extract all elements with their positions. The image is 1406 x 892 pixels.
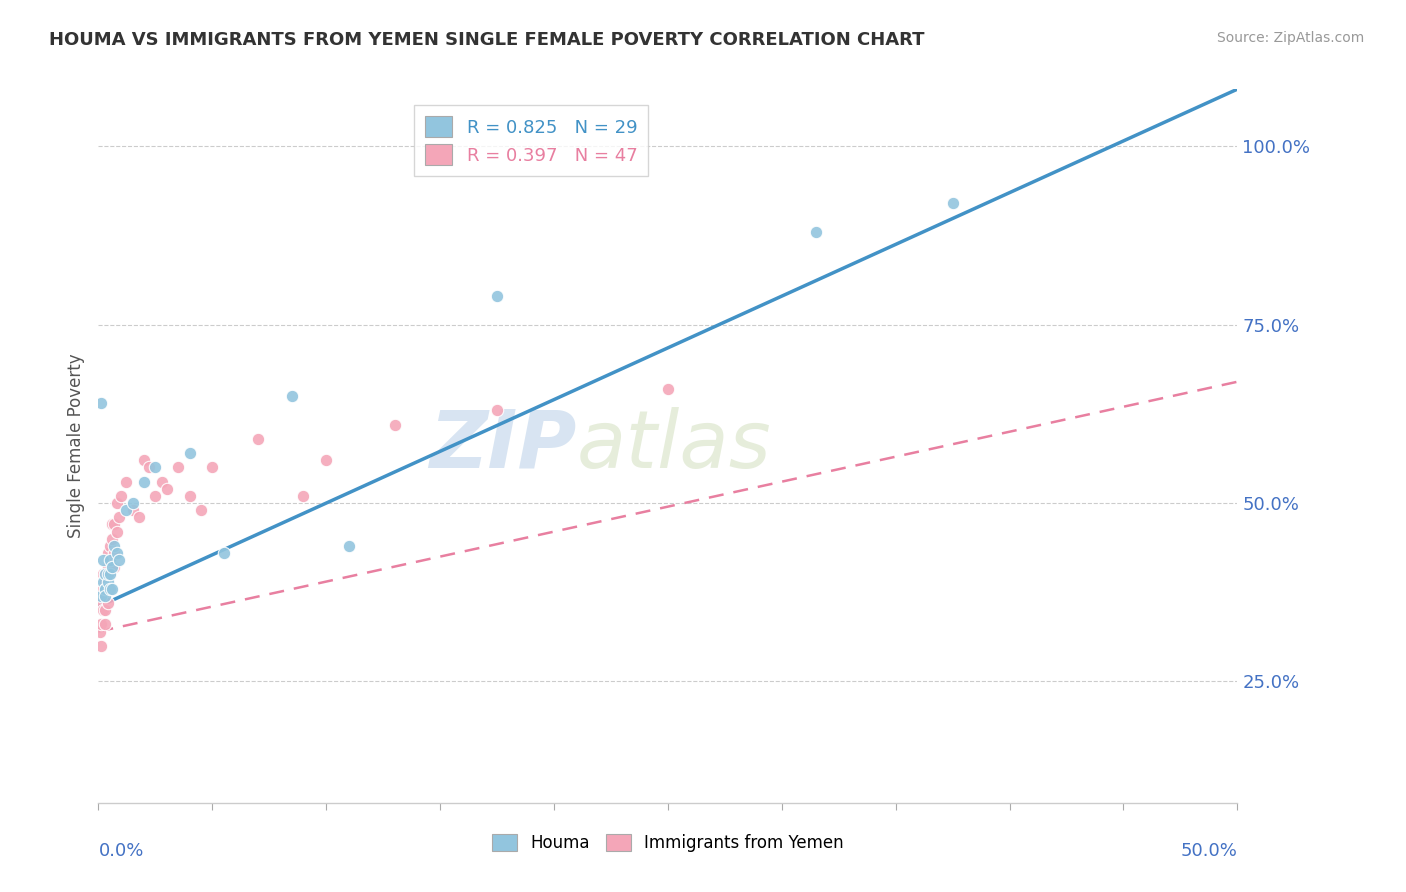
Point	[132, 475, 155, 489]
Point	[96, 582, 118, 596]
Point	[94, 617, 117, 632]
Point	[103, 560, 125, 574]
Point	[103, 539, 125, 553]
Point	[98, 553, 121, 567]
Point	[94, 589, 117, 603]
Y-axis label: Single Female Poverty: Single Female Poverty	[66, 354, 84, 538]
Point	[101, 517, 124, 532]
Text: Source: ZipAtlas.com: Source: ZipAtlas.com	[1216, 31, 1364, 45]
Point	[94, 603, 117, 617]
Point	[90, 596, 112, 610]
Text: 0.0%: 0.0%	[98, 842, 143, 860]
Text: HOUMA VS IMMIGRANTS FROM YEMEN SINGLE FEMALE POVERTY CORRELATION CHART: HOUMA VS IMMIGRANTS FROM YEMEN SINGLE FE…	[49, 31, 925, 49]
Point	[94, 567, 117, 582]
Legend: Houma, Immigrants from Yemen: Houma, Immigrants from Yemen	[485, 827, 851, 859]
Point	[96, 596, 118, 610]
Point	[315, 453, 337, 467]
Point	[91, 567, 114, 582]
Point	[132, 453, 155, 467]
Point	[101, 560, 124, 574]
Point	[167, 460, 190, 475]
Point	[942, 196, 965, 211]
Point	[94, 582, 117, 596]
Point	[90, 639, 112, 653]
Point	[90, 396, 112, 410]
Text: ZIP: ZIP	[429, 407, 576, 485]
Point	[281, 389, 304, 403]
Point	[96, 546, 118, 560]
Point	[128, 510, 150, 524]
Point	[657, 382, 679, 396]
Point	[384, 417, 406, 432]
Point	[179, 446, 201, 460]
Point	[91, 553, 114, 567]
Point	[94, 567, 117, 582]
Point	[486, 403, 509, 417]
Point	[96, 574, 118, 589]
Text: atlas: atlas	[576, 407, 772, 485]
Point	[101, 532, 124, 546]
Point	[150, 475, 173, 489]
Point	[105, 546, 128, 560]
Point	[98, 539, 121, 553]
Point	[89, 624, 111, 639]
Point	[110, 489, 132, 503]
Point	[190, 503, 212, 517]
Point	[103, 517, 125, 532]
Point	[90, 617, 112, 632]
Point	[98, 582, 121, 596]
Point	[101, 582, 124, 596]
Point	[96, 560, 118, 574]
Point	[138, 460, 160, 475]
Point	[91, 582, 114, 596]
Point	[292, 489, 315, 503]
Point	[91, 603, 114, 617]
Point	[212, 546, 235, 560]
Point	[94, 589, 117, 603]
Point	[98, 553, 121, 567]
Point	[121, 503, 143, 517]
Point	[98, 567, 121, 582]
Text: 50.0%: 50.0%	[1181, 842, 1237, 860]
Point	[108, 510, 131, 524]
Point	[114, 503, 136, 517]
Point	[337, 539, 360, 553]
Point	[105, 524, 128, 539]
Point	[94, 582, 117, 596]
Point	[91, 574, 114, 589]
Point	[179, 489, 201, 503]
Point	[94, 574, 117, 589]
Point	[90, 589, 112, 603]
Point	[156, 482, 179, 496]
Point	[98, 567, 121, 582]
Point	[486, 289, 509, 303]
Point	[246, 432, 269, 446]
Point	[114, 475, 136, 489]
Point	[105, 496, 128, 510]
Point	[804, 225, 827, 239]
Point	[121, 496, 143, 510]
Point	[108, 553, 131, 567]
Point	[90, 582, 112, 596]
Point	[103, 546, 125, 560]
Point	[145, 489, 167, 503]
Point	[201, 460, 224, 475]
Point	[145, 460, 167, 475]
Point	[96, 567, 118, 582]
